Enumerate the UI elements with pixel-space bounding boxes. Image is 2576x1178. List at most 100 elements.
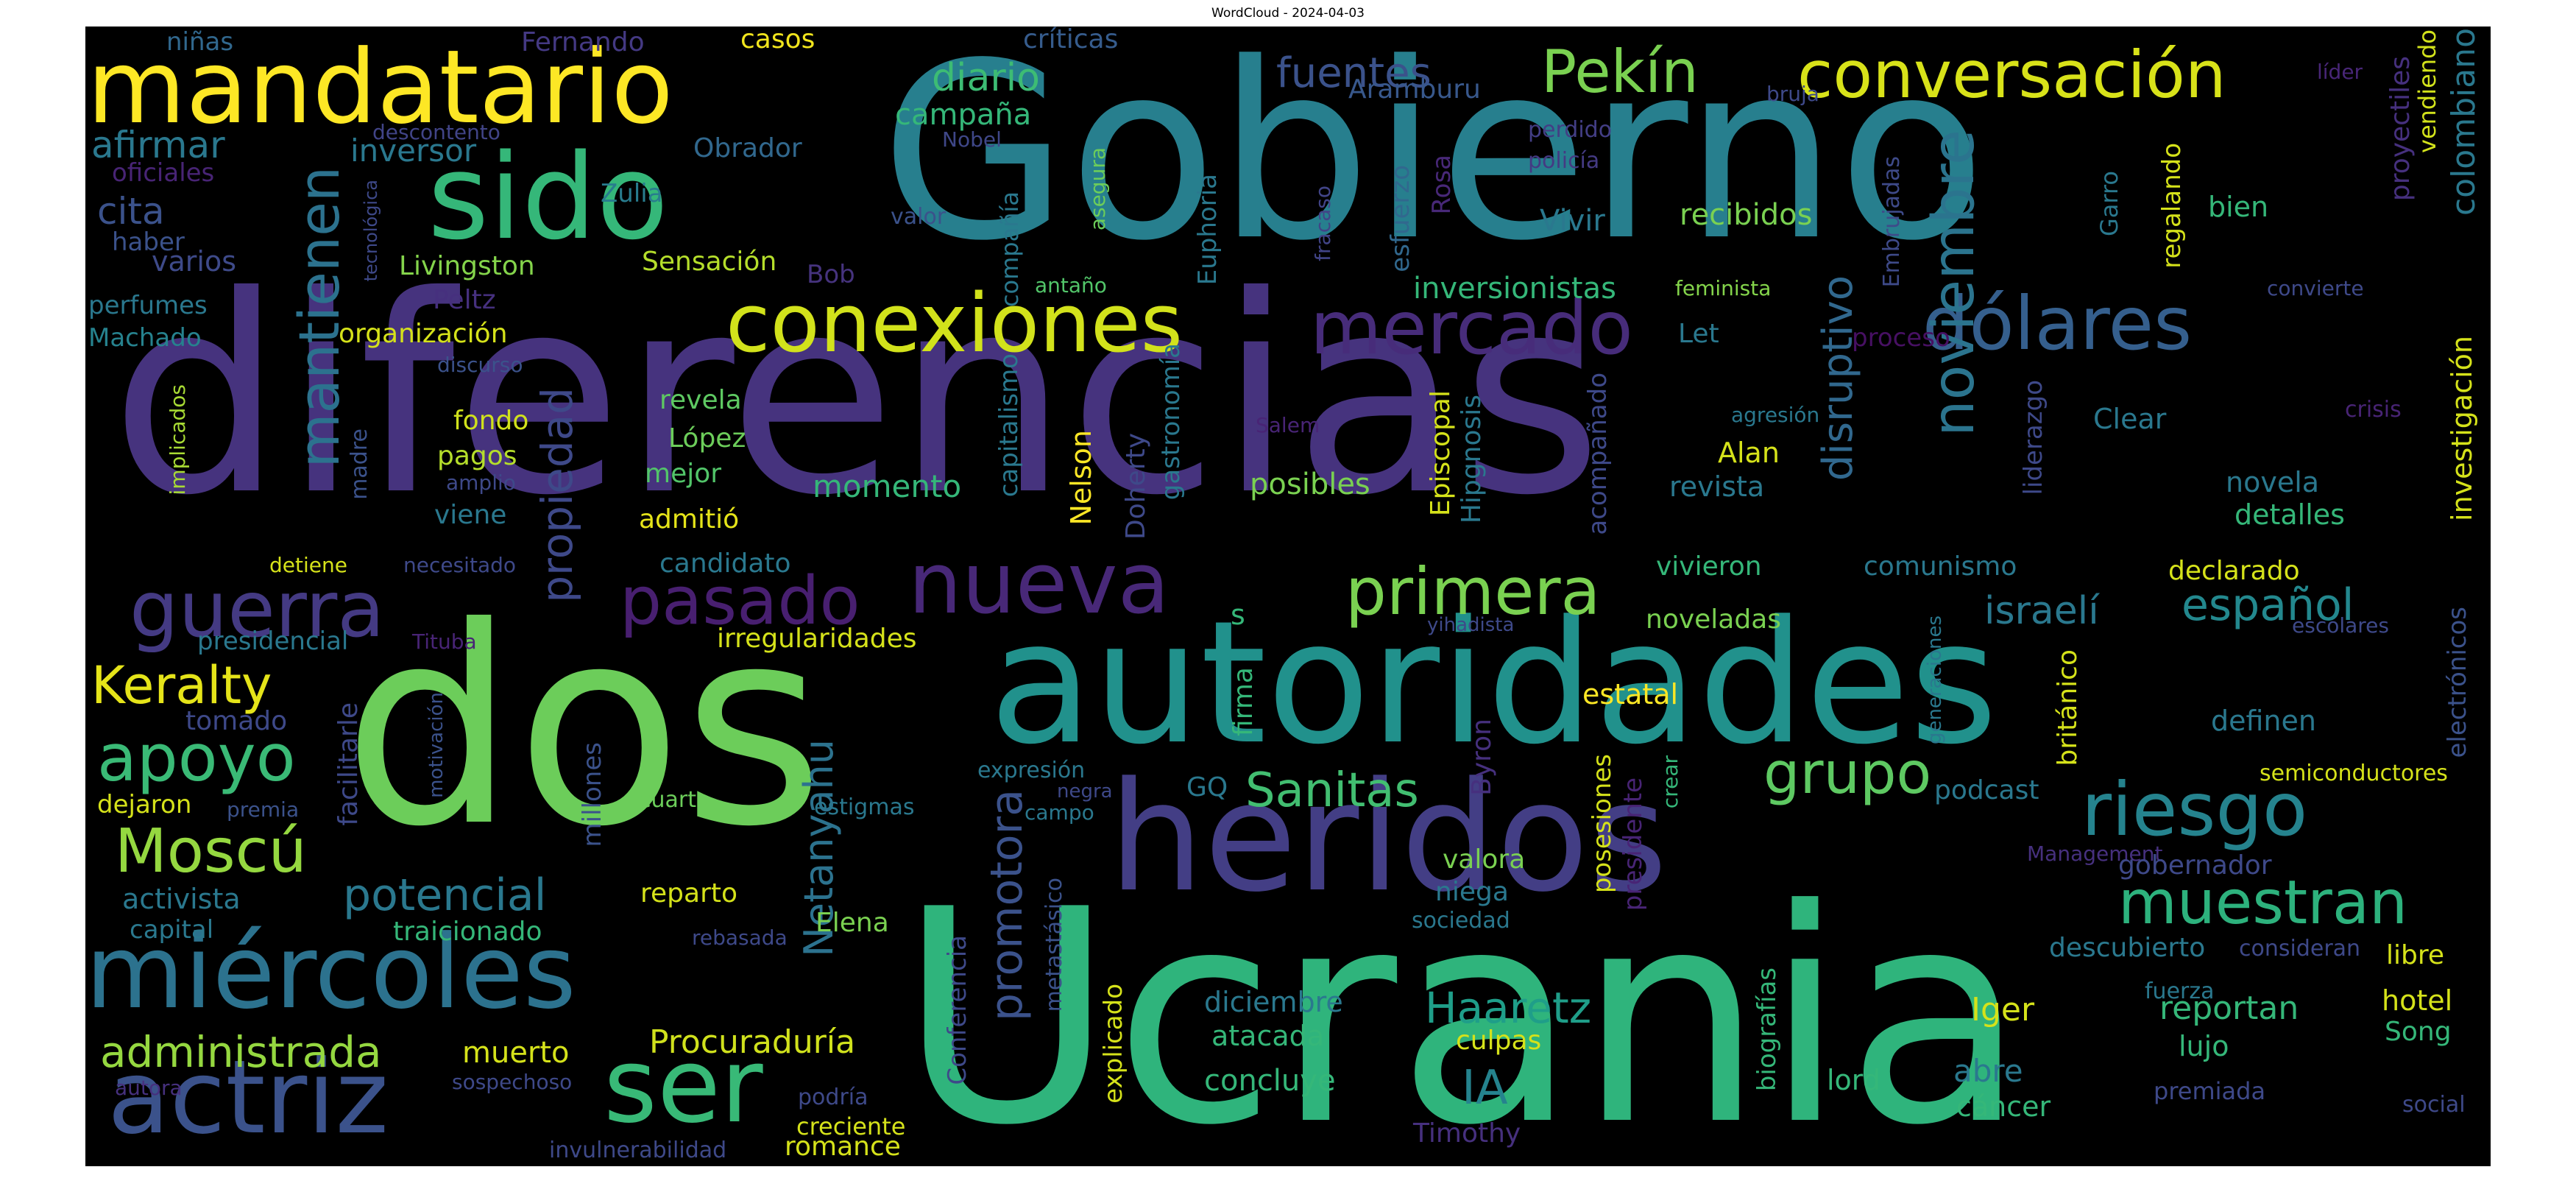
- word-reportan: reportan: [2159, 990, 2299, 1027]
- word-momento: momento: [813, 468, 962, 504]
- word-estigmas: estigmas: [814, 794, 915, 820]
- word-social: social: [2402, 1092, 2466, 1118]
- word-proceso: proceso: [1852, 323, 1950, 353]
- word-expresion: expresión: [977, 758, 1086, 783]
- word-creciente: creciente: [796, 1112, 906, 1140]
- word-romance: romance: [785, 1132, 901, 1162]
- word-garro: Garro: [2095, 171, 2123, 237]
- word-detalles: detalles: [2234, 498, 2345, 531]
- word-nelson: Nelson: [1065, 430, 1097, 526]
- word-sociedad: sociedad: [1412, 908, 1510, 934]
- word-alan: Alan: [1718, 437, 1780, 469]
- word-traicionado: traicionado: [393, 917, 542, 947]
- word-potencial: potencial: [343, 870, 547, 921]
- word-obrador: Obrador: [693, 133, 802, 163]
- word-primera: primera: [1345, 554, 1601, 629]
- word-antano: antaño: [1035, 273, 1107, 297]
- word-promotora: promotora: [981, 789, 1033, 1021]
- word-keralty: Keralty: [91, 655, 272, 716]
- word-descontento: descontento: [372, 120, 500, 144]
- word-mercado: mercado: [1310, 285, 1633, 371]
- word-euphoria: Euphoria: [1193, 174, 1222, 286]
- word-dos: dos: [343, 570, 825, 886]
- word-revela: revela: [659, 385, 742, 415]
- word-fuerza: fuerza: [2145, 978, 2215, 1004]
- word-espanol: español: [2182, 579, 2354, 631]
- word-escolares: escolares: [2292, 613, 2389, 638]
- word-explicado: explicado: [1099, 984, 1128, 1104]
- word-embrujadas: Embrujadas: [1879, 156, 1905, 288]
- word-zulia: Zulia: [601, 179, 663, 208]
- word-feminista: feminista: [1675, 276, 1772, 300]
- word-bruja: bruja: [1766, 82, 1819, 106]
- word-consideran: consideran: [2239, 936, 2361, 962]
- word-policia: policía: [1528, 148, 1600, 174]
- word-riesgo: riesgo: [2081, 766, 2308, 853]
- word-ucrania: Ucrania: [899, 847, 2027, 1166]
- word-sospechoso: sospechoso: [452, 1070, 573, 1094]
- word-britanico: británico: [2053, 649, 2083, 766]
- word-israeli: israelí: [1984, 589, 2099, 633]
- word-millones: millones: [578, 742, 607, 847]
- word-lord: lord: [1827, 1064, 1880, 1096]
- word-conexiones: conexiones: [726, 276, 1183, 370]
- word-doherty: Doherty: [1121, 433, 1151, 540]
- word-muerto: muerto: [462, 1036, 570, 1070]
- word-valora: valora: [1443, 844, 1526, 875]
- word-activista: activista: [122, 883, 241, 915]
- word-asegura: asegura: [1086, 147, 1110, 231]
- word-esfuerzo: esfuerzo: [1386, 165, 1415, 272]
- word-mandatario: mandatario: [87, 28, 673, 147]
- word-procuraduria: Procuraduría: [649, 1023, 856, 1061]
- word-motivacion: motivación: [425, 692, 447, 798]
- word-inversor: inversor: [350, 133, 477, 169]
- word-yihadista: yihadista: [1427, 614, 1515, 636]
- word-bob: Bob: [807, 260, 855, 289]
- word-tomado: tomado: [185, 706, 288, 736]
- word-iger: Iger: [1971, 991, 2035, 1029]
- word-ia: IA: [1462, 1061, 1508, 1115]
- word-diferencias: diferencias: [110, 239, 1603, 555]
- word-perdido: perdido: [1528, 117, 1613, 143]
- word-guerra: guerra: [130, 565, 385, 655]
- word-moscu: Moscú: [115, 817, 307, 886]
- word-negra: negra: [1057, 780, 1113, 803]
- word-investigacion: investigación: [2446, 336, 2478, 521]
- word-dejaron: dejaron: [97, 790, 192, 819]
- word-metastasico: metastásico: [1041, 878, 1067, 1012]
- word-liderazgo: liderazgo: [2019, 380, 2048, 495]
- word-oficiales: oficiales: [112, 158, 215, 188]
- word-noveladas: noveladas: [1646, 604, 1782, 635]
- word-peltz: Peltz: [433, 285, 496, 315]
- word-concluye: concluye: [1204, 1064, 1336, 1098]
- word-lider: líder: [2317, 60, 2363, 84]
- word-gastronomia: gastronomía: [1156, 343, 1186, 501]
- word-capitalismo: capitalismo: [994, 353, 1024, 498]
- word-nueva: nueva: [908, 535, 1170, 633]
- word-crear: crear: [1658, 755, 1682, 809]
- figure-title: WordCloud - 2024-04-03: [1211, 6, 1365, 21]
- word-criticas: críticas: [1023, 27, 1119, 54]
- word-facilitarle: facilitarle: [333, 702, 364, 826]
- word-generaciones: generaciones: [1924, 616, 1946, 745]
- word-colombiano: colombiano: [2445, 28, 2483, 216]
- word-detiene: detiene: [269, 553, 347, 577]
- word-definen: definen: [2211, 705, 2316, 737]
- word-rebasada: rebasada: [692, 925, 788, 950]
- word-miercoles: miércoles: [85, 913, 576, 1031]
- word-declarado: declarado: [2168, 556, 2300, 586]
- word-recibidos: recibidos: [1680, 198, 1813, 232]
- word-invulnerabilidad: invulnerabilidad: [549, 1138, 727, 1163]
- word-semiconductores: semiconductores: [2260, 761, 2448, 786]
- word-grupo: grupo: [1763, 741, 1932, 807]
- word-livingston: Livingston: [399, 251, 535, 281]
- word-vivieron: vivieron: [1656, 551, 1762, 582]
- word-gobernador: gobernador: [2118, 850, 2272, 881]
- word-diario: diario: [932, 56, 1040, 100]
- word-atacada: atacada: [1211, 1020, 1325, 1052]
- word-cloud-canvas: diferencias Ucrania Gobierno dos autorid…: [85, 27, 2491, 1166]
- word-muestran: muestran: [2118, 868, 2408, 938]
- word-haaretz: Haaretz: [1425, 983, 1592, 1033]
- word-implicados: implicados: [166, 384, 190, 495]
- word-posibles: posibles: [1250, 468, 1370, 501]
